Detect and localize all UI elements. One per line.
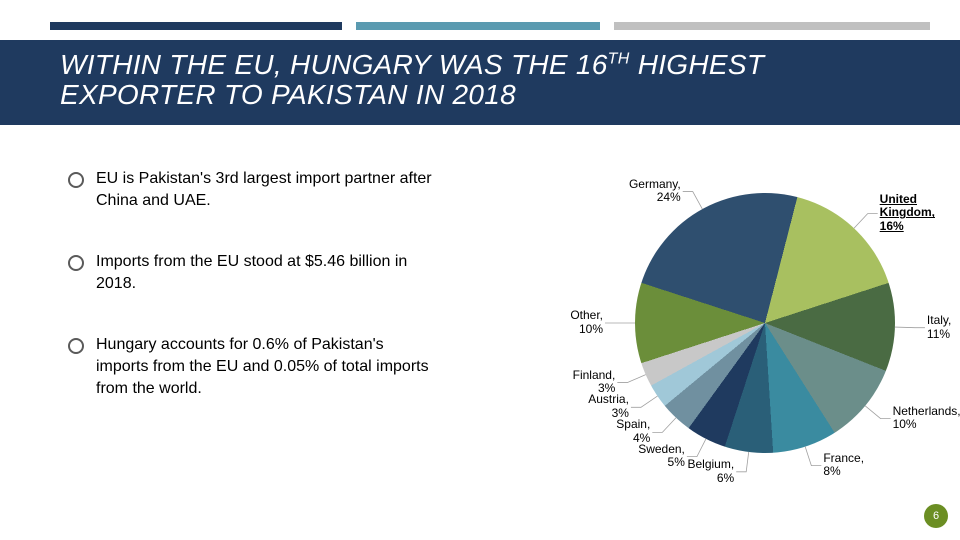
accent-bar-group — [50, 22, 930, 30]
pie-chart: Other,10% Germany,24% UnitedKingdom,16% Ita… — [470, 150, 950, 520]
accent-bar-1 — [50, 22, 342, 30]
bullet-item: EU is Pakistan's 3rd largest import part… — [68, 168, 438, 211]
pie-slice-label: Belgium,6% — [688, 458, 735, 486]
bullet-list: EU is Pakistan's 3rd largest import part… — [68, 168, 438, 439]
title-banner: WITHIN THE EU, HUNGARY WAS THE 16TH HIGH… — [0, 40, 960, 125]
bullet-item: Hungary accounts for 0.6% of Pakistan's … — [68, 334, 438, 399]
bullet-item: Imports from the EU stood at $5.46 billi… — [68, 251, 438, 294]
pie-slice-label: Italy,11% — [927, 314, 951, 342]
title-superscript: TH — [608, 51, 630, 68]
pie-slice-label: Finland,3% — [573, 369, 616, 397]
accent-bar-3 — [614, 22, 930, 30]
pie-slice-label: Netherlands,10% — [893, 405, 960, 433]
pie-slice-label: Sweden,5% — [638, 443, 685, 471]
pie-slice-label: Austria,3% — [588, 393, 629, 421]
pie-slice-label: Other,10% — [570, 309, 603, 337]
pie-slice-label: UnitedKingdom,16% — [880, 193, 935, 234]
title-line1-pre: WITHIN THE EU, HUNGARY WAS THE 16 — [60, 49, 608, 80]
page-number-badge: 6 — [924, 504, 948, 528]
accent-bar-2 — [356, 22, 599, 30]
pie-slice-label: Germany,24% — [629, 178, 681, 206]
title-line2: EXPORTER TO PAKISTAN IN 2018 — [60, 79, 516, 110]
pie-slice-label: Spain,4% — [616, 418, 650, 446]
pie-slice-label: France,8% — [823, 452, 864, 480]
title-line1-post: HIGHEST — [630, 49, 765, 80]
page-number-text: 6 — [933, 510, 939, 522]
page-title: WITHIN THE EU, HUNGARY WAS THE 16TH HIGH… — [60, 50, 960, 109]
